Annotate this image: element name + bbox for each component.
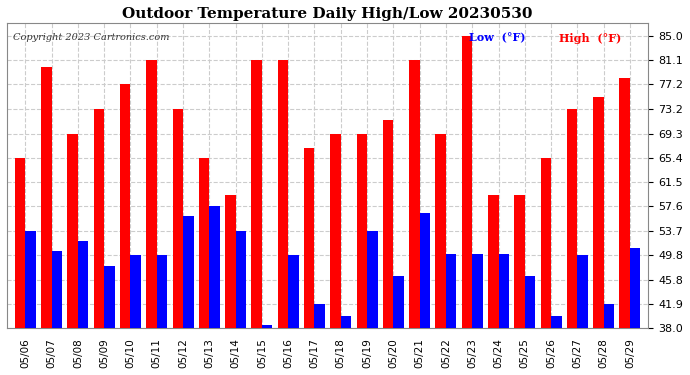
Bar: [578, 255, 588, 375]
Bar: [498, 254, 509, 375]
Bar: [120, 84, 130, 375]
Bar: [525, 276, 535, 375]
Bar: [315, 304, 325, 375]
Bar: [488, 195, 498, 375]
Bar: [367, 231, 377, 375]
Bar: [52, 251, 62, 375]
Title: Outdoor Temperature Daily High/Low 20230530: Outdoor Temperature Daily High/Low 20230…: [122, 7, 533, 21]
Bar: [551, 316, 562, 375]
Text: Copyright 2023 Cartronics.com: Copyright 2023 Cartronics.com: [13, 33, 170, 42]
Bar: [277, 60, 288, 375]
Bar: [146, 60, 157, 375]
Bar: [620, 78, 630, 375]
Bar: [630, 248, 640, 375]
Bar: [199, 158, 209, 375]
Bar: [172, 110, 183, 375]
Bar: [26, 231, 36, 375]
Bar: [604, 304, 614, 375]
Bar: [209, 207, 220, 375]
Bar: [130, 255, 141, 375]
Bar: [157, 255, 167, 375]
Bar: [420, 213, 430, 375]
Bar: [409, 60, 420, 375]
Bar: [288, 255, 299, 375]
Bar: [593, 97, 604, 375]
Bar: [514, 195, 525, 375]
Bar: [183, 216, 194, 375]
Bar: [393, 276, 404, 375]
Bar: [540, 158, 551, 375]
Bar: [251, 60, 262, 375]
Bar: [383, 120, 393, 375]
Bar: [446, 254, 457, 375]
Bar: [236, 231, 246, 375]
Text: Low  (°F): Low (°F): [469, 33, 525, 44]
Bar: [225, 195, 236, 375]
Bar: [331, 134, 341, 375]
Bar: [78, 242, 88, 375]
Bar: [104, 266, 115, 375]
Bar: [41, 67, 52, 375]
Bar: [472, 254, 483, 375]
Bar: [262, 326, 273, 375]
Bar: [304, 148, 315, 375]
Bar: [68, 134, 78, 375]
Bar: [567, 110, 578, 375]
Bar: [14, 158, 26, 375]
Bar: [462, 36, 472, 375]
Bar: [435, 134, 446, 375]
Bar: [357, 134, 367, 375]
Bar: [341, 316, 351, 375]
Text: High  (°F): High (°F): [558, 33, 621, 44]
Bar: [94, 110, 104, 375]
